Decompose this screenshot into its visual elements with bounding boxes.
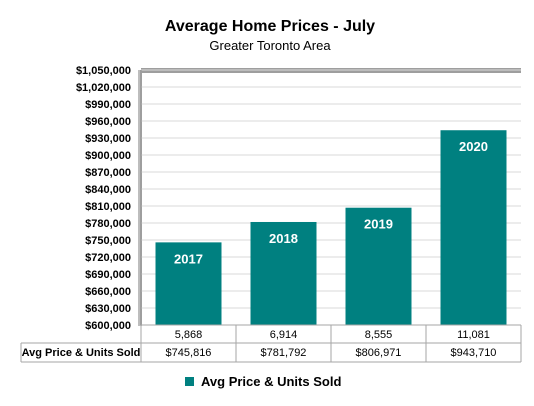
price-cell: $943,710 xyxy=(451,347,497,359)
units-sold-cell: 11,081 xyxy=(457,329,490,341)
bar-2020 xyxy=(440,130,507,325)
y-tick-label: $930,000 xyxy=(85,133,131,145)
y-tick-label: $720,000 xyxy=(85,252,131,264)
bar-category-label: 2017 xyxy=(174,251,203,266)
chart-title: Average Home Prices - July xyxy=(165,18,375,35)
data-table: Avg Price & Units Sold 5,868 $745,816 6,914… xyxy=(20,324,522,363)
units-sold-cell: 5,868 xyxy=(175,329,203,341)
y-tick-label: $900,000 xyxy=(85,150,131,162)
bar-category-label: 2020 xyxy=(459,139,488,154)
y-axis-ticks: $600,000 $630,000 $660,000 $690,000 $720,000… xyxy=(76,65,142,332)
table-row-label: Avg Price & Units Sold xyxy=(22,347,141,359)
y-tick-label: $780,000 xyxy=(85,218,131,230)
y-tick-label: $1,050,000 xyxy=(76,65,131,77)
legend-swatch xyxy=(185,377,194,386)
y-tick-label: $870,000 xyxy=(85,167,131,179)
y-tick-label: $1,020,000 xyxy=(76,82,131,94)
units-sold-cell: 6,914 xyxy=(270,329,298,341)
plot-shadow-left xyxy=(138,70,142,326)
y-tick-label: $960,000 xyxy=(85,116,131,128)
y-tick-label: $660,000 xyxy=(85,286,131,298)
bar-2017 xyxy=(155,242,222,325)
y-tick-label: $840,000 xyxy=(85,184,131,196)
legend: Avg Price & Units Sold xyxy=(185,374,341,389)
y-tick-label: $810,000 xyxy=(85,201,131,213)
chart-subtitle: Greater Toronto Area xyxy=(209,38,331,53)
y-tick-label: $600,000 xyxy=(85,320,131,332)
price-cell: $781,792 xyxy=(261,347,307,359)
y-tick-label: $630,000 xyxy=(85,303,131,315)
price-cell: $806,971 xyxy=(356,347,402,359)
bar-category-label: 2019 xyxy=(364,217,393,232)
bar-2019 xyxy=(345,207,412,325)
legend-label: Avg Price & Units Sold xyxy=(201,374,341,389)
y-tick-label: $690,000 xyxy=(85,269,131,281)
bar-2018 xyxy=(250,221,317,325)
y-tick-label: $750,000 xyxy=(85,235,131,247)
bars: 2017 2018 2019 2020 xyxy=(155,130,507,325)
y-tick-label: $990,000 xyxy=(85,99,131,111)
units-sold-cell: 8,555 xyxy=(365,329,393,341)
bar-category-label: 2018 xyxy=(269,231,298,246)
price-cell: $745,816 xyxy=(166,347,212,359)
